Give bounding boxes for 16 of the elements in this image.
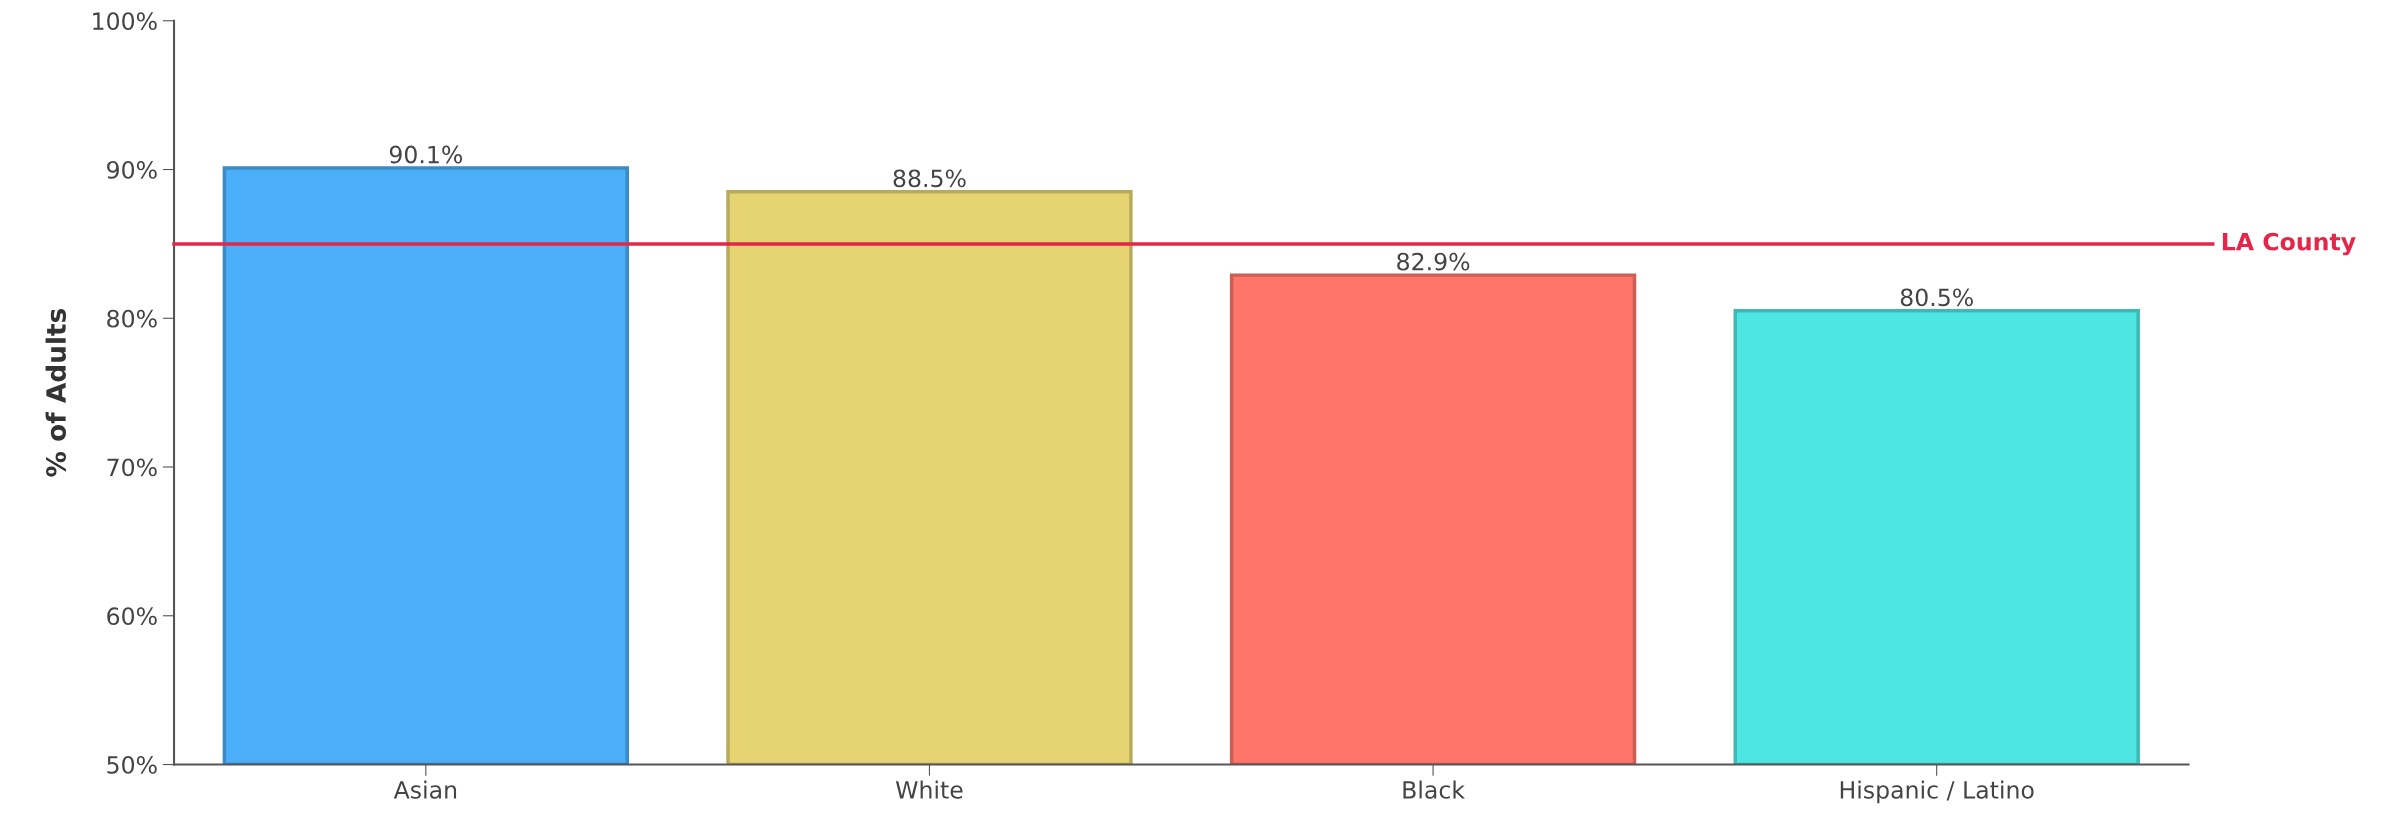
- y-tick-label: 60%: [107, 607, 157, 626]
- ref-line-label: LA County: [2222, 232, 2356, 256]
- x-tick-label: Black: [1403, 780, 1465, 799]
- data-label: 88.5%: [893, 169, 966, 188]
- x-tick-label: Hispanic / Latino: [1840, 780, 2034, 804]
- y-tick-label: 50%: [107, 755, 157, 774]
- x-tick-label: White: [895, 780, 963, 799]
- y-tick-label: 90%: [107, 160, 157, 179]
- data-label: 90.1%: [389, 145, 463, 164]
- y-tick-label: 70%: [107, 458, 157, 477]
- x-tick-label: Asian: [393, 780, 457, 799]
- y-tick-label: 80%: [107, 309, 157, 328]
- data-label: 82.9%: [1397, 252, 1470, 271]
- data-label: 80.5%: [1900, 288, 1973, 307]
- y-axis-title: % of Adults: [45, 308, 66, 477]
- y-tick-label: 100%: [93, 12, 157, 31]
